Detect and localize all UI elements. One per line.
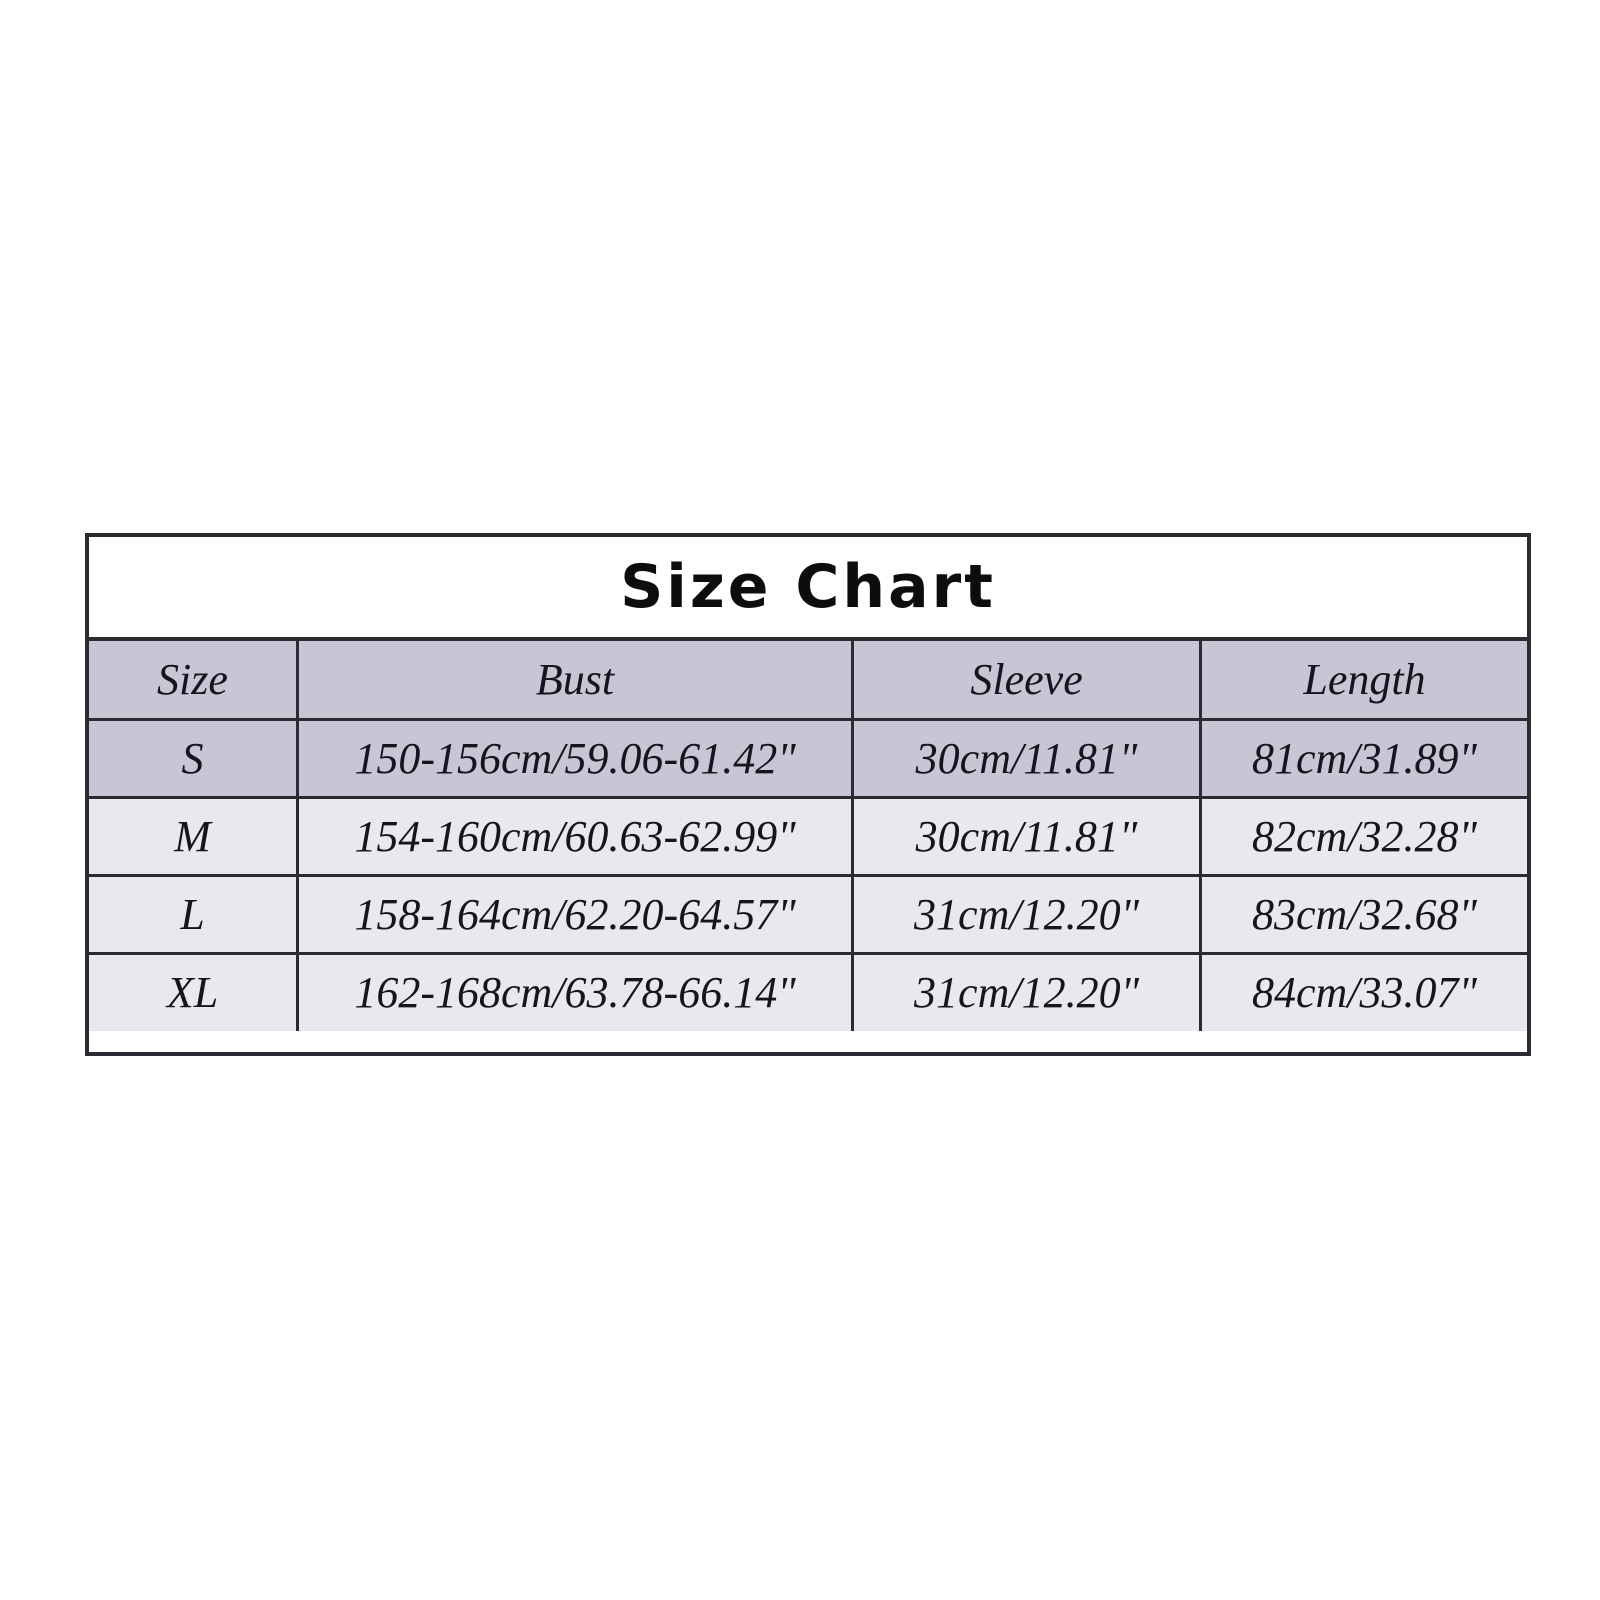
title-row: Size Chart [89,537,1527,641]
cell-length: 81cm/31.89" [1199,717,1527,799]
size-chart-table: Size Chart Size Bust Sleeve Length S [85,533,1531,1056]
cell-sleeve: 31cm/12.20" [851,873,1203,955]
cell-size: L [89,873,299,955]
column-header-sleeve: Sleeve [851,641,1203,721]
column-header-size: Size [89,641,299,721]
table-row-s: S 150-156cm/59.06-61.42" 30cm/11.81" 81c… [89,717,1527,799]
cell-sleeve: 30cm/11.81" [851,717,1203,799]
header-row: Size Bust Sleeve Length [89,641,1527,721]
cell-size: S [89,717,299,799]
size-table: Size Bust Sleeve Length S 150-156cm/59.0… [89,641,1527,1031]
cell-bust: 162-168cm/63.78-66.14" [295,951,855,1031]
cell-length: 83cm/32.68" [1199,873,1527,955]
cell-bust: 150-156cm/59.06-61.42" [295,717,855,799]
table-row-m: M 154-160cm/60.63-62.99" 30cm/11.81" 82c… [89,795,1527,877]
cell-bust: 154-160cm/60.63-62.99" [295,795,855,877]
table-row-xl: XL 162-168cm/63.78-66.14" 31cm/12.20" 84… [89,951,1527,1031]
cell-sleeve: 31cm/12.20" [851,951,1203,1031]
column-header-length: Length [1199,641,1527,721]
column-header-bust: Bust [295,641,855,721]
cell-length: 82cm/32.28" [1199,795,1527,877]
cell-bust: 158-164cm/62.20-64.57" [295,873,855,955]
cell-size: M [89,795,299,877]
cell-length: 84cm/33.07" [1199,951,1527,1031]
table-row-l: L 158-164cm/62.20-64.57" 31cm/12.20" 83c… [89,873,1527,955]
cell-size: XL [89,951,299,1031]
cell-sleeve: 30cm/11.81" [851,795,1203,877]
page-title: Size Chart [620,552,996,622]
